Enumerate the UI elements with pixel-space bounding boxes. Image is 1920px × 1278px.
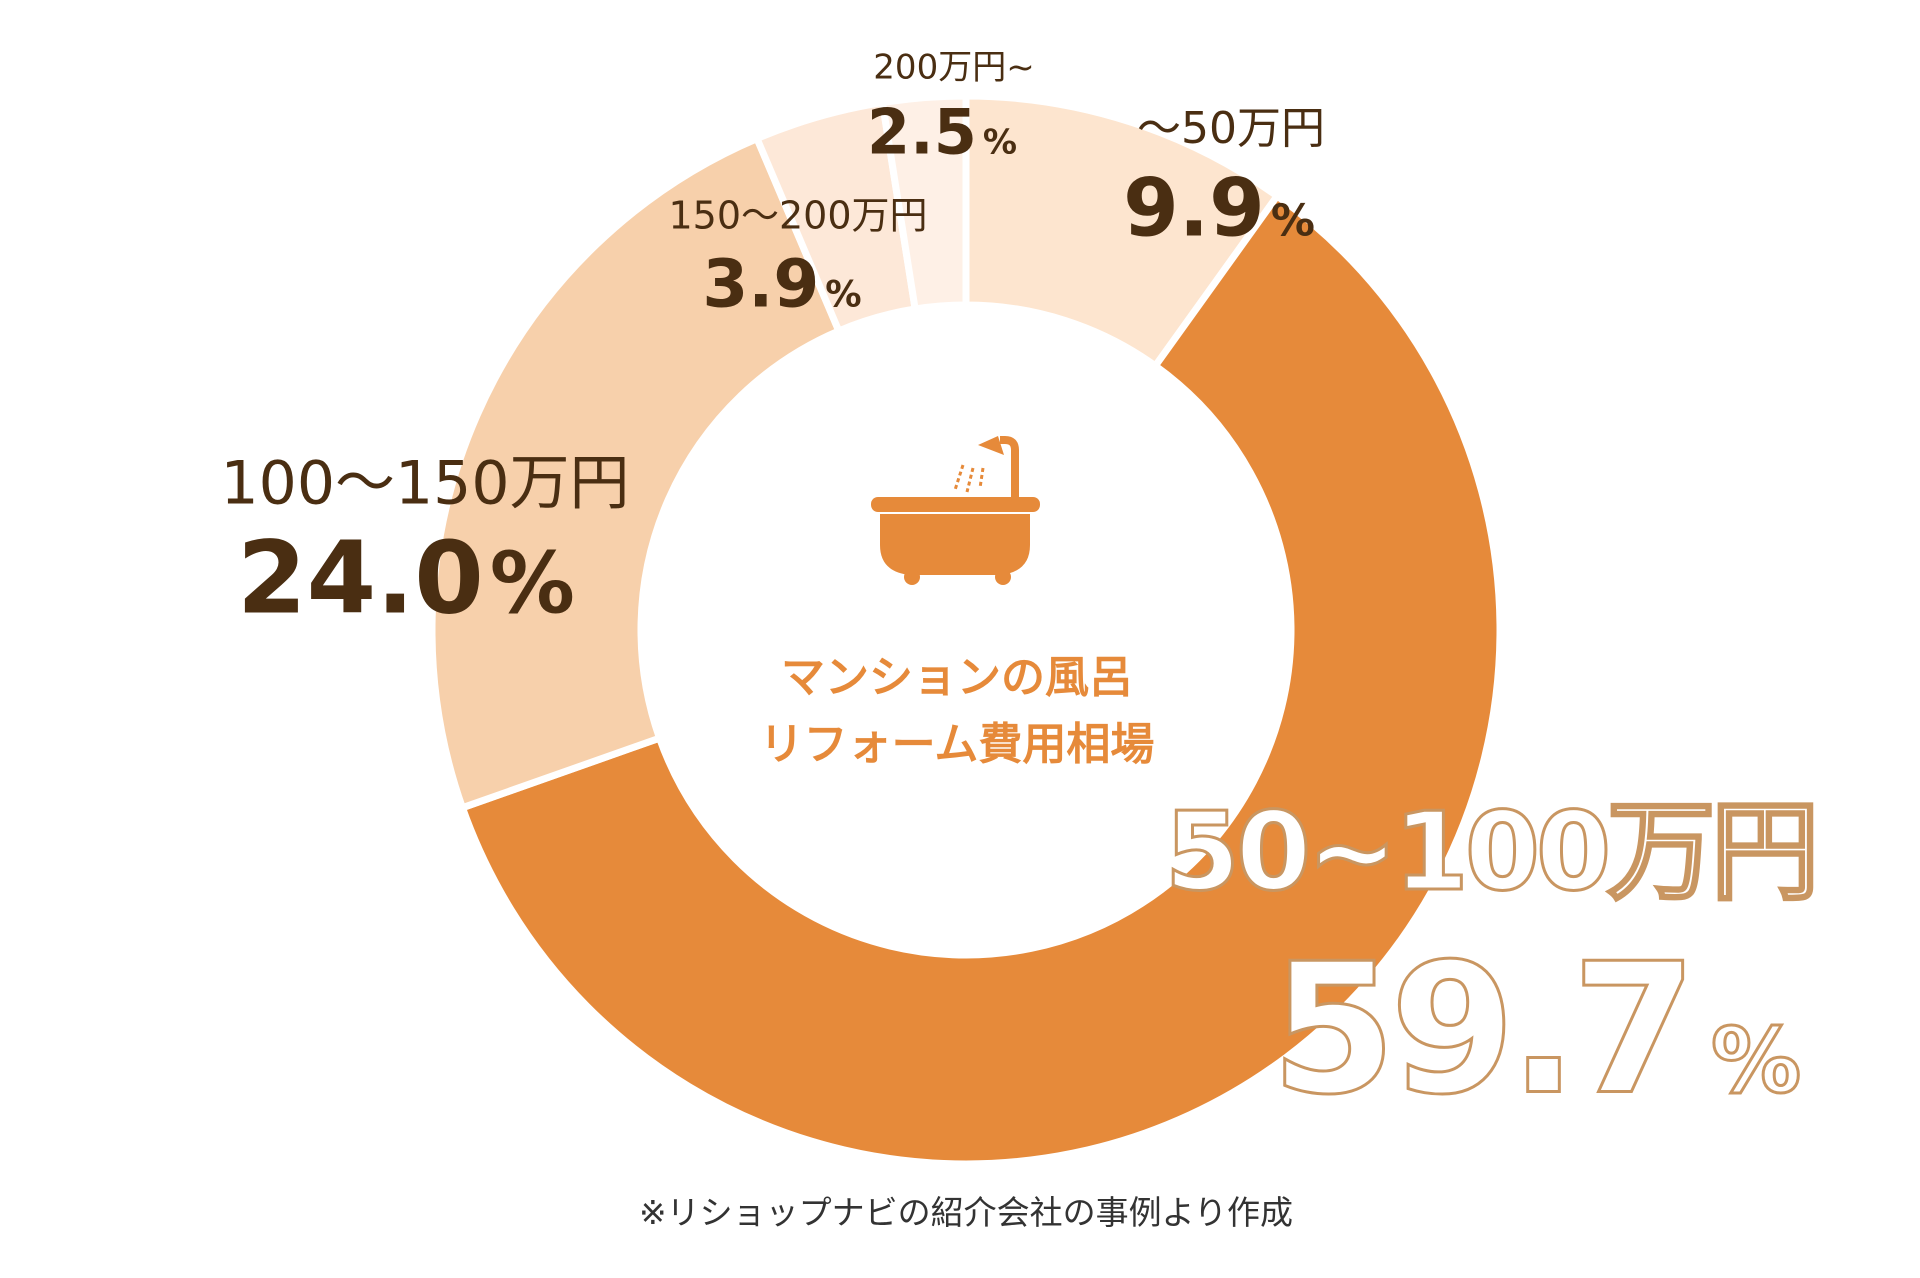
donut-slice: [428, 134, 844, 813]
chart-title-line-2: リフォーム費用相場: [759, 719, 1155, 770]
slice-value: 2.5: [867, 95, 977, 169]
slice-value: 59.7: [1269, 924, 1698, 1136]
slice-label-category: ～50万円: [1137, 103, 1325, 154]
slice-label-category: 200万円~: [873, 47, 1035, 88]
slice-value: 9.9: [1123, 161, 1265, 255]
slice-label-percent: 9.9%: [1123, 162, 1315, 255]
slice-label-percent: 59.7%: [1269, 924, 1802, 1136]
slice-value: 24.0: [237, 519, 484, 637]
percent-unit: %: [1709, 1007, 1802, 1115]
slice-label-percent: 2.5%: [867, 96, 1017, 169]
source-note: ※リショップナビの紹介会社の事例より作成: [639, 1193, 1293, 1232]
slice-label-percent: 3.9%: [702, 246, 861, 323]
slice-label-category: 100～150万円: [220, 448, 630, 519]
donut-slice: [457, 191, 1504, 1168]
percent-unit: %: [489, 534, 575, 634]
donut-slice: [878, 92, 970, 314]
percent-unit: %: [1270, 195, 1315, 247]
percent-unit: %: [982, 122, 1017, 163]
slice-label-percent: 24.0%: [237, 520, 575, 637]
bathtub-shower-icon: [871, 436, 1040, 585]
slice-value: 3.9: [702, 245, 820, 323]
slice-label-category: 150～200万円: [668, 193, 928, 238]
slice-label-category: 50~100万円: [1163, 789, 1820, 917]
percent-unit: %: [825, 272, 862, 316]
chart-title-line-1: マンションの風呂: [781, 652, 1133, 703]
